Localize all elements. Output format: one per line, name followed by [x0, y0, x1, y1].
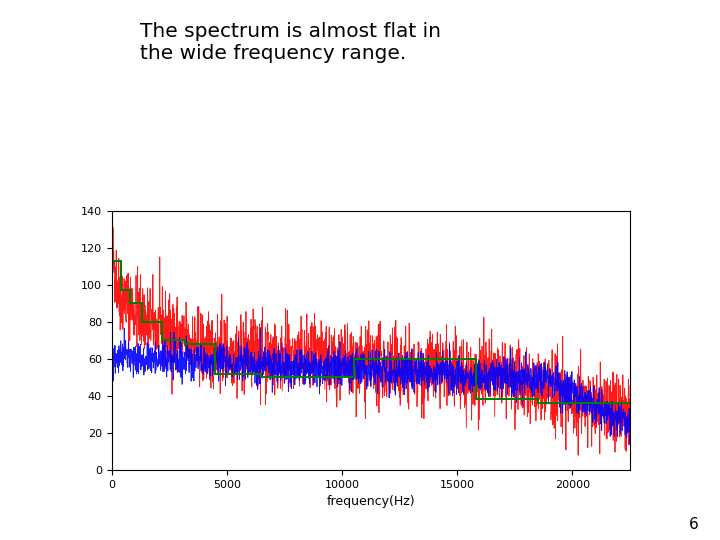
Text: The spectrum is almost flat in
the wide frequency range.: The spectrum is almost flat in the wide … [140, 22, 441, 63]
X-axis label: frequency(Hz): frequency(Hz) [326, 495, 415, 508]
Text: 6: 6 [688, 517, 698, 532]
